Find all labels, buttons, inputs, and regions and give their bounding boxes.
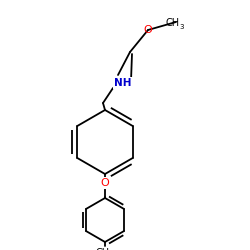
- Text: CH: CH: [96, 248, 110, 250]
- Text: O: O: [100, 178, 110, 188]
- Text: 3: 3: [179, 24, 184, 30]
- Text: NH: NH: [114, 78, 132, 88]
- Text: O: O: [144, 25, 152, 35]
- Text: CH: CH: [165, 18, 179, 28]
